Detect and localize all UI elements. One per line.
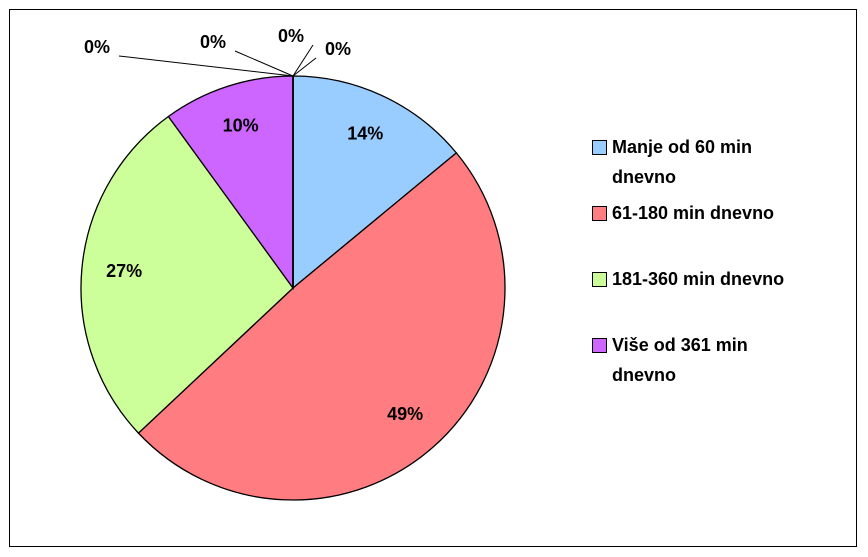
data-label: 0% — [84, 37, 110, 57]
legend-label: 181-360 min dnevno — [612, 269, 785, 289]
legend-entry: 61-180 min dnevno — [592, 198, 802, 228]
data-label: 49% — [387, 404, 423, 424]
legend-label: 61-180 min dnevno — [612, 203, 775, 223]
leader-line — [234, 50, 294, 77]
leader-line — [292, 57, 317, 77]
legend-entry: Manje od 60 min dnevno — [592, 132, 802, 192]
data-label: 0% — [200, 32, 226, 52]
pie-slice — [292, 75, 458, 290]
leader-line — [292, 44, 314, 77]
pie-slice — [167, 75, 294, 291]
legend-entry: 181-360 min dnevno — [592, 264, 802, 294]
legend-entry: Više od 361 min dnevno — [592, 330, 802, 390]
data-label: 27% — [106, 261, 142, 281]
data-label: 0% — [278, 26, 304, 46]
data-label: 14% — [347, 123, 383, 143]
legend: Manje od 60 min dnevno 61-180 min dnevno 1… — [592, 132, 802, 390]
data-label: 0% — [325, 39, 351, 59]
pie-slice — [80, 115, 294, 435]
legend-swatch — [592, 338, 607, 353]
legend-label: Više od 361 min dnevno — [612, 335, 748, 385]
legend-swatch — [592, 206, 607, 221]
chart-frame — [9, 9, 857, 547]
legend-swatch — [592, 272, 607, 287]
legend-swatch — [592, 140, 607, 155]
legend-label: Manje od 60 min dnevno — [612, 137, 753, 187]
data-label: 10% — [223, 115, 259, 135]
pie-slice — [137, 151, 506, 501]
leader-line — [118, 55, 294, 77]
